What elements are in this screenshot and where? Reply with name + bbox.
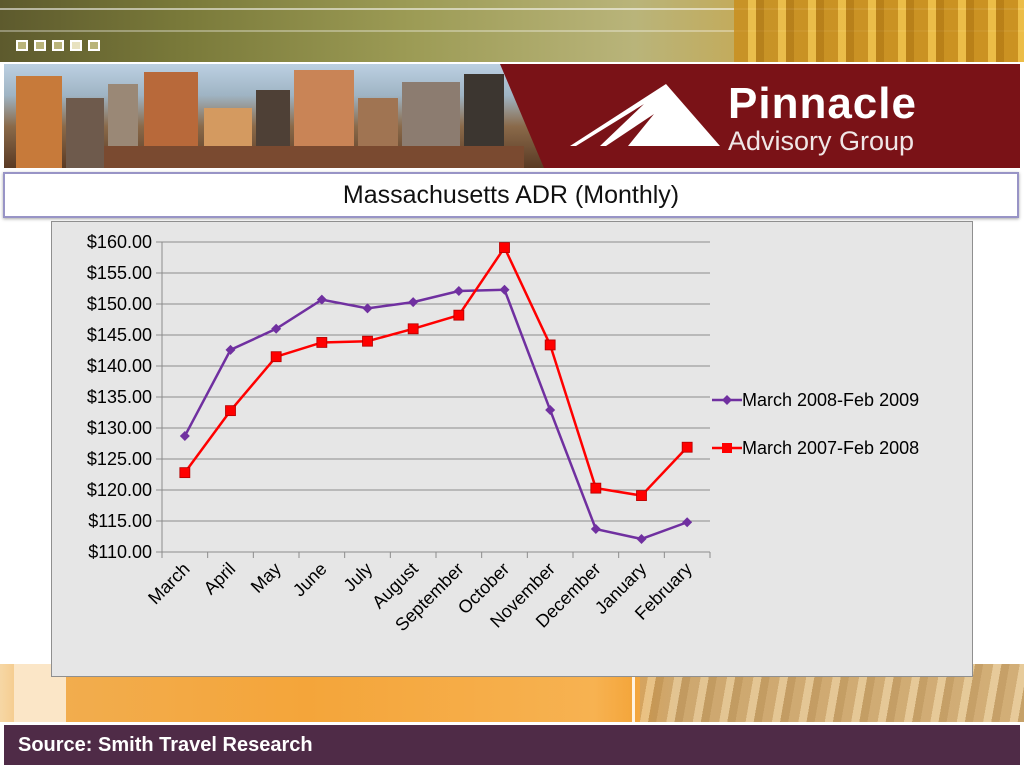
line-chart: $160.00 $155.00 $150.00 $145.00 $140.00 $135.… [87,232,919,635]
x-tick-label: July [340,559,377,596]
data-point-diamond [408,297,419,308]
data-point-diamond [545,405,556,416]
data-point-square [225,405,236,417]
x-tick-label: April [200,559,240,599]
data-point-diamond [590,524,601,535]
header-banner: Pinnacle Advisory Group [4,64,1020,168]
legend-marker-square [722,443,732,453]
data-point-square [179,467,191,479]
brand-logo: Pinnacle Advisory Group [728,79,917,157]
series-line-1 [183,288,688,541]
y-tick-label: $125.00 [87,449,152,469]
data-point-square [407,323,419,335]
data-point-square [681,441,693,453]
chart-area: $160.00 $155.00 $150.00 $145.00 $140.00 $135.… [51,221,973,677]
data-point-diamond [453,285,464,296]
y-tick-label: $120.00 [87,480,152,500]
y-tick-label: $150.00 [87,294,152,314]
series-line-2 [183,245,689,497]
dot-2 [34,40,46,51]
chart-title: Massachusetts ADR (Monthly) [342,180,680,209]
data-point-diamond [225,344,236,355]
y-tick-label: $145.00 [87,325,152,345]
legend-marker-diamond [722,395,732,405]
data-point-diamond [362,303,373,314]
slide-dots [16,40,100,51]
dot-3 [52,40,64,51]
mountain-logo-icon [570,84,720,146]
source-bar: Source: Smith Travel Research [4,725,1020,765]
data-point-square [499,242,510,253]
legend-label: March 2008-Feb 2009 [742,390,919,410]
data-point-square [636,490,647,501]
data-point-square [362,335,373,347]
data-point-square [544,339,556,351]
brand-tagline: Advisory Group [728,126,915,156]
data-point-diamond [499,284,510,295]
y-tick-label: $115.00 [88,511,152,531]
data-point-diamond [179,431,190,442]
data-point-diamond [316,294,327,305]
y-tick-label: $135.00 [87,387,152,407]
data-point-diamond [636,533,647,544]
top-decorative-band [0,0,1024,62]
legend-label: March 2007-Feb 2008 [742,438,919,458]
y-tick-label: $155.00 [87,263,152,283]
brand-name: Pinnacle [728,79,917,128]
data-point-square [590,482,602,494]
data-point-square [453,309,465,321]
y-tick-label: $130.00 [87,418,152,438]
dot-4 [70,40,82,51]
data-point-square [270,351,282,363]
data-point-diamond [682,517,693,528]
dot-5 [88,40,100,51]
gold-building-image [734,0,1024,62]
data-point-diamond [271,323,282,334]
y-tick-label: $160.00 [87,232,152,252]
x-tick-label: May [247,559,285,597]
source-text: Source: Smith Travel Research [18,733,313,756]
y-tick-label: $110.00 [88,542,152,562]
y-tick-label: $140.00 [87,356,152,376]
data-point-square [316,337,328,348]
x-tick-label: June [289,559,331,601]
slide-title-box: Massachusetts ADR (Monthly) [3,172,1019,218]
dot-1 [16,40,28,51]
city-skyline-image [4,64,550,168]
x-tick-label: March [144,559,194,609]
